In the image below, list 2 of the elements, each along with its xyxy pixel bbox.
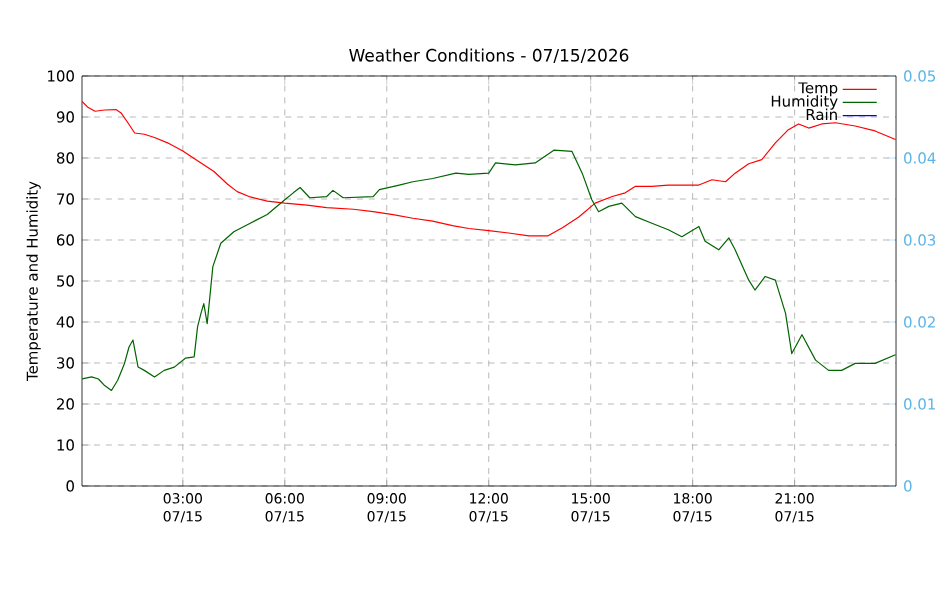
line-series [82, 149, 897, 392]
chart-title: Weather Conditions - 07/15/2026 [349, 48, 629, 63]
